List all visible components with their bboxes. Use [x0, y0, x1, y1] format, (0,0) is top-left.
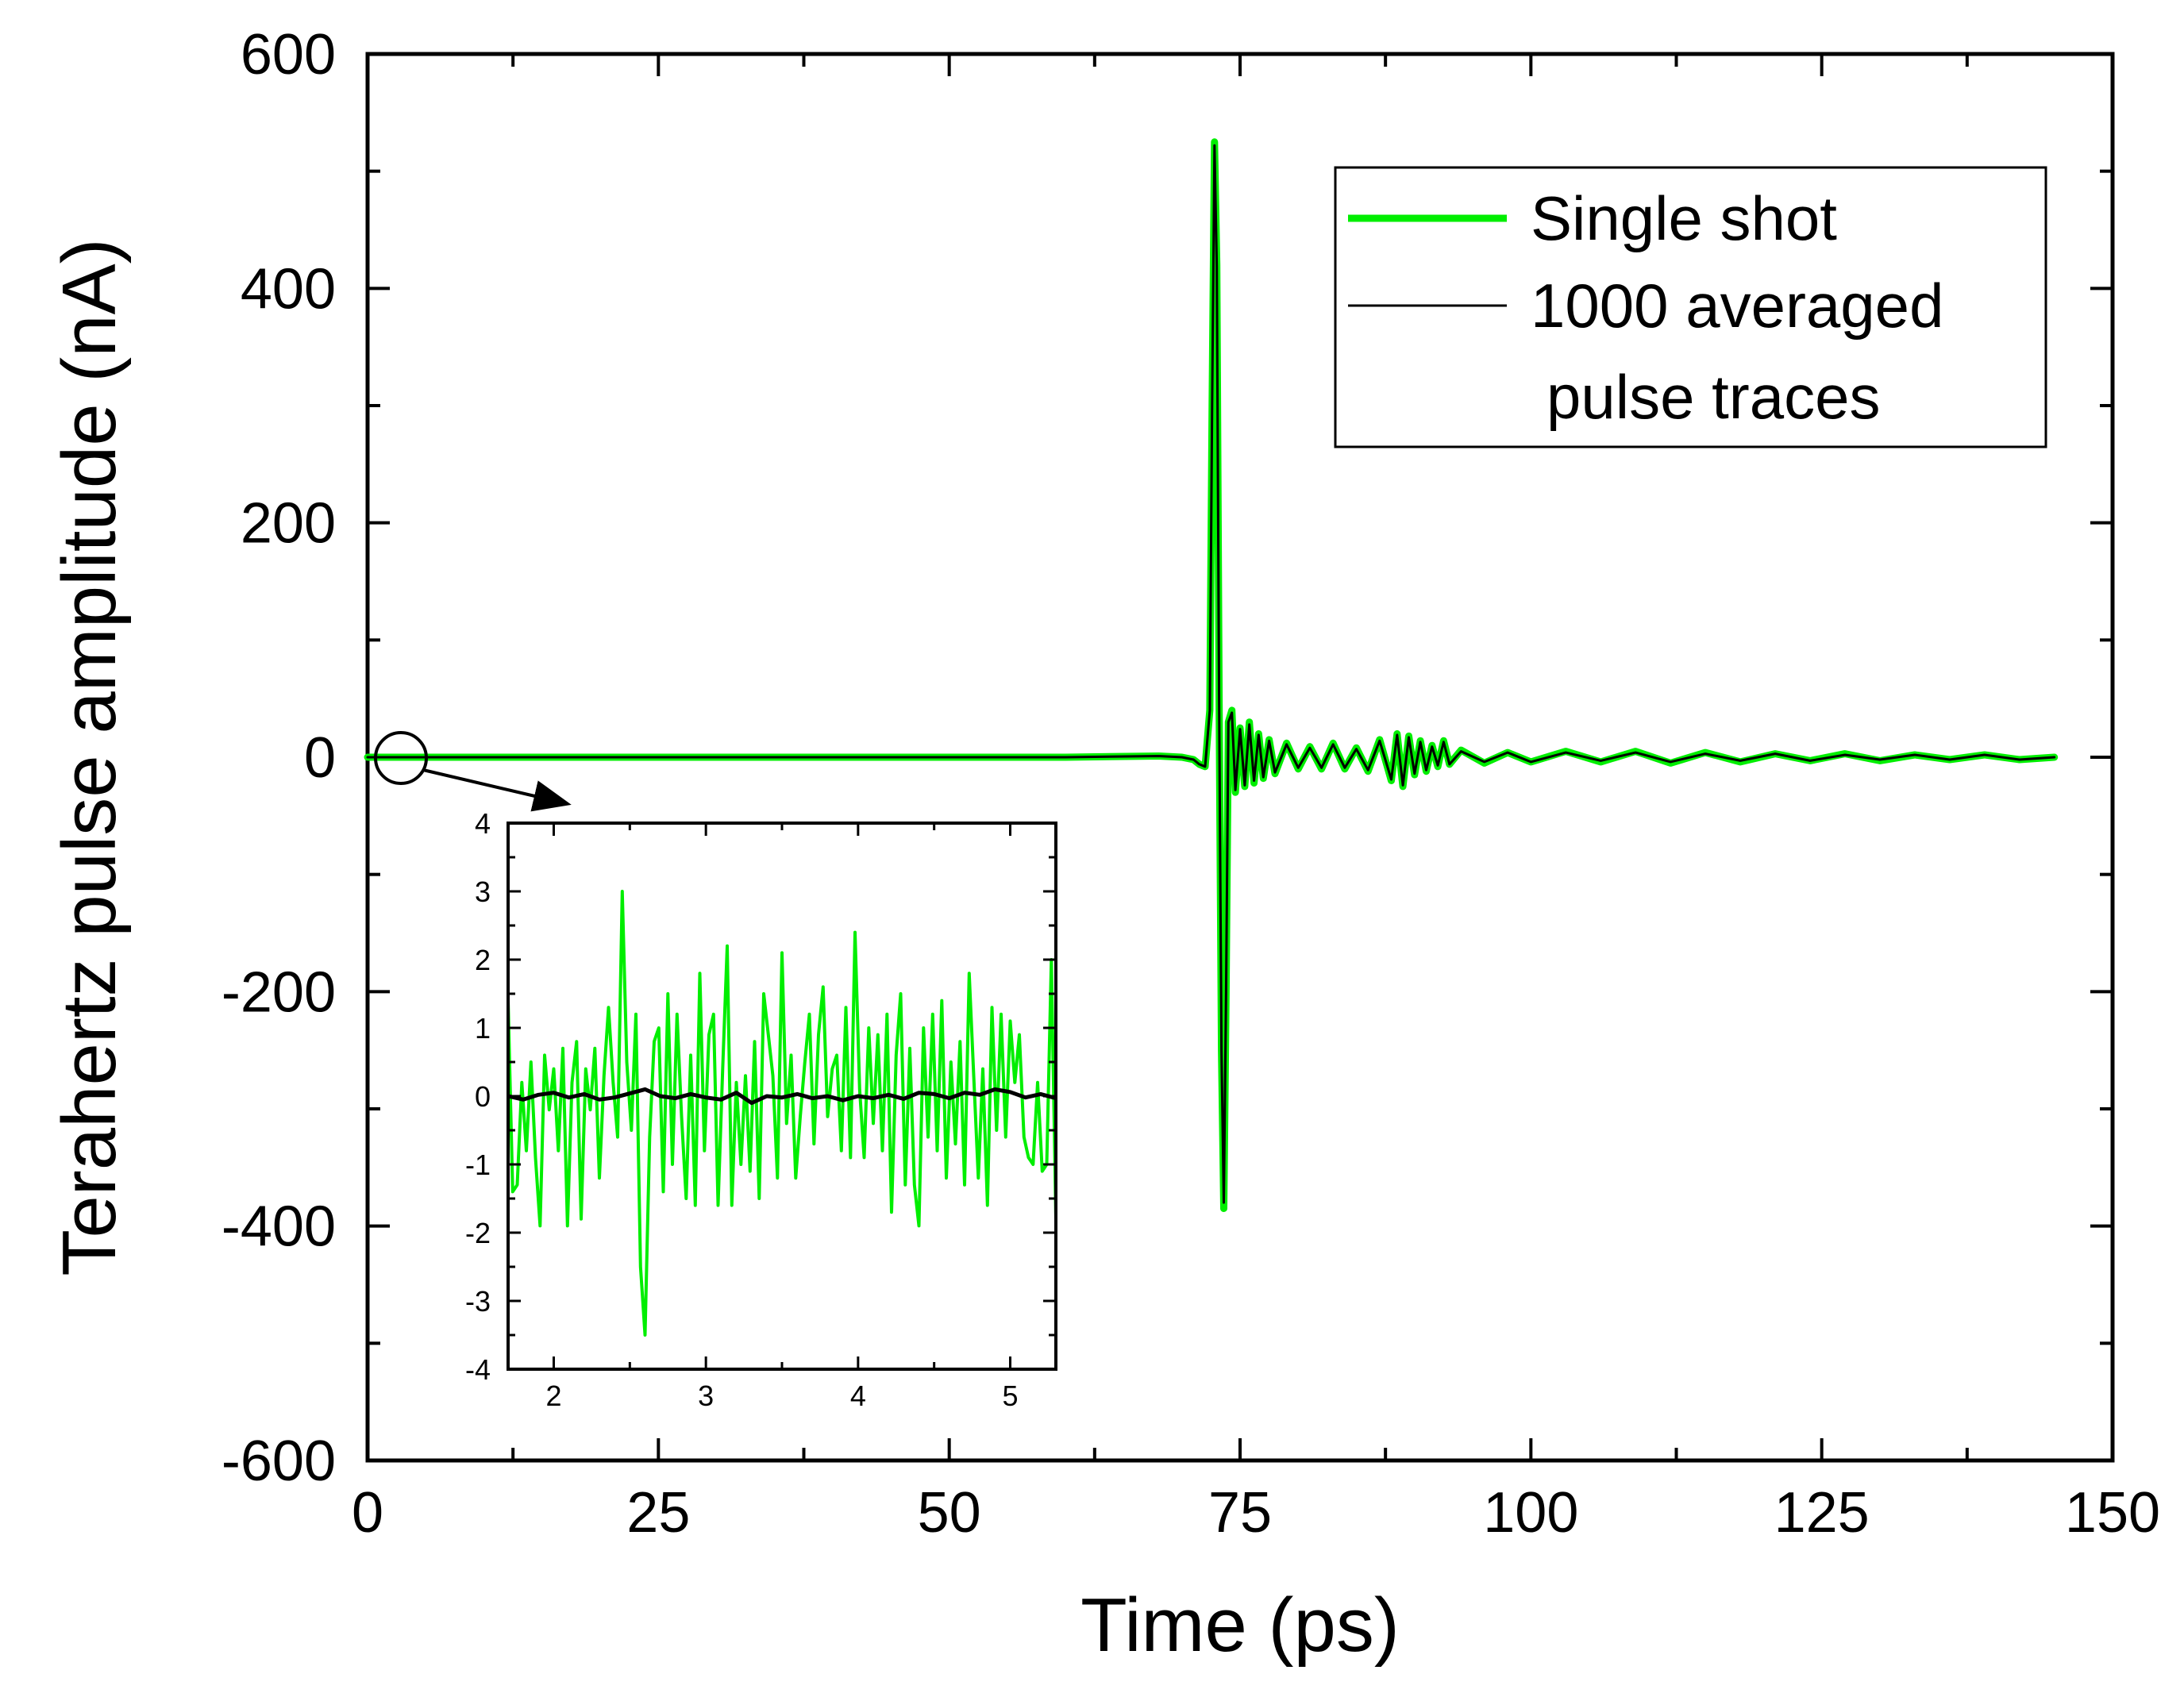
main-x-tick-label: 125 [1774, 1481, 1870, 1545]
inset-x-tick-label: 2 [545, 1380, 561, 1412]
inset-y-tick-label: 4 [475, 807, 491, 840]
inset-series-averaged-line [508, 1087, 1056, 1106]
main-x-tick-label: 150 [2065, 1481, 2160, 1545]
zoom-arrow [422, 768, 572, 812]
inset-axis-ticks: 2 3 4 5 -4 -3 -2 -1 0 1 2 3 4 [465, 807, 1056, 1412]
inset-series-group [508, 890, 1056, 1337]
inset-x-tick-label: 4 [850, 1380, 866, 1412]
inset-x-tick-label: 3 [698, 1380, 714, 1412]
inset-y-tick-label: -1 [465, 1149, 491, 1181]
y-axis-title: Terahertz pulse amplitude (nA) [47, 238, 132, 1276]
main-series-group [364, 138, 2059, 1212]
legend-label-averaged-line1: 1000 averaged [1531, 271, 1943, 341]
inset-x-tick-label: 5 [1002, 1380, 1018, 1412]
inset-y-tick-label: -2 [465, 1217, 491, 1249]
main-y-tick-label: -200 [221, 960, 336, 1024]
main-series-averaged-line [366, 144, 2056, 1204]
main-x-tick-label: 100 [1483, 1481, 1578, 1545]
inset-y-tick-label: 0 [475, 1080, 491, 1113]
main-x-tick-label: 25 [626, 1481, 690, 1545]
legend-label-single-shot: Single shot [1531, 183, 1837, 253]
main-x-tick-label: 75 [1208, 1481, 1272, 1545]
zoom-region-circle [374, 731, 428, 785]
inset-series-single-shot-line [508, 890, 1056, 1337]
main-x-tick-label: 50 [918, 1481, 981, 1545]
inset-y-tick-label: 2 [475, 944, 491, 976]
legend-box [1334, 166, 2047, 448]
inset-y-tick-label: -4 [465, 1353, 491, 1386]
main-y-tick-label: 400 [241, 257, 336, 321]
main-y-tick-label: 600 [241, 23, 336, 87]
inset-y-tick-label: 3 [475, 875, 491, 908]
main-y-tick-label: -600 [221, 1430, 336, 1493]
x-axis-title: Time (ps) [1080, 1583, 1400, 1668]
legend-label-averaged-line2: pulse traces [1547, 362, 1881, 432]
main-y-tick-label: 0 [304, 726, 336, 790]
main-y-tick-label: -400 [221, 1195, 336, 1259]
inset-y-tick-label: 1 [475, 1012, 491, 1045]
legend: Single shot 1000 averaged pulse traces [1334, 166, 2047, 448]
inset-y-tick-label: -3 [465, 1285, 491, 1318]
main-y-tick-label: 200 [241, 492, 336, 556]
main-x-tick-label: 0 [352, 1481, 383, 1545]
